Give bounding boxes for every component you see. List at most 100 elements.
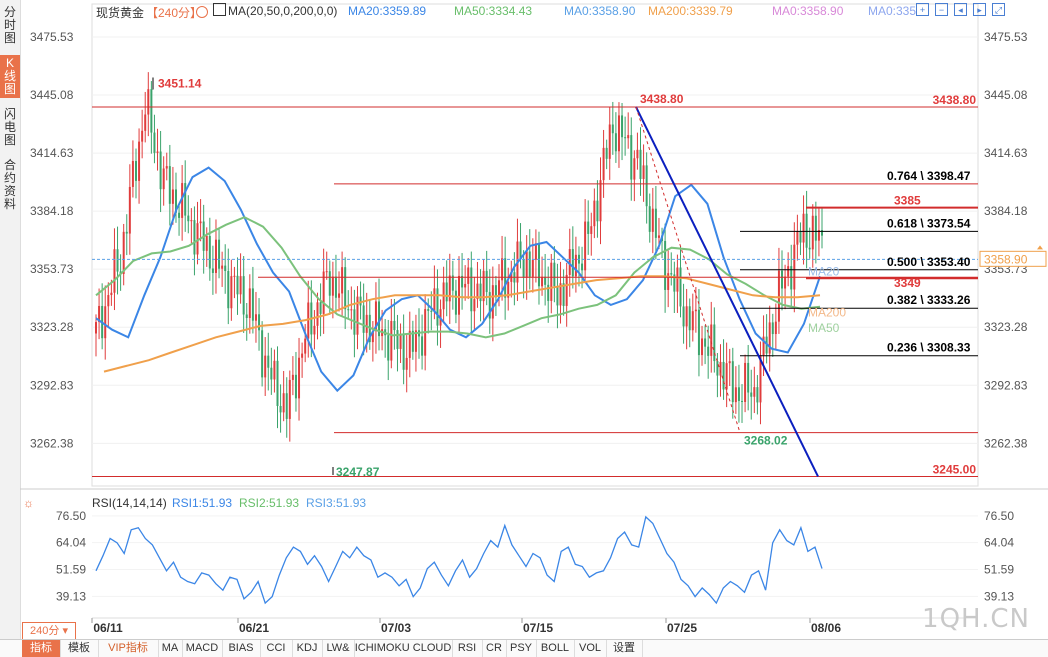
indicator-tab-14[interactable]: VOL: [574, 640, 607, 657]
scroll-left-icon[interactable]: ◂: [954, 3, 967, 16]
candle-body: [239, 276, 242, 295]
candle-body: [433, 288, 436, 311]
indicator-tab-4[interactable]: MACD: [182, 640, 223, 657]
candle-body: [679, 267, 682, 307]
candle-body: [581, 263, 584, 271]
y-tick-label-left: 3353.73: [30, 262, 74, 276]
candle-body: [491, 285, 494, 319]
candle-body: [584, 221, 587, 271]
candle-body: [537, 243, 540, 287]
candle-body: [651, 208, 654, 232]
y-tick-label-right: 3384.18: [984, 204, 1028, 218]
indicator-tab-0[interactable]: 指标: [22, 640, 61, 657]
candle-body: [451, 275, 454, 291]
candle-body: [153, 132, 156, 153]
sidebar-tab-3[interactable]: 合约资料: [0, 157, 20, 213]
indicator-tab-12[interactable]: PSY: [506, 640, 537, 657]
candle-body: [544, 276, 547, 285]
candle-body: [165, 166, 168, 169]
candle-body: [645, 165, 648, 207]
candle-body: [682, 306, 685, 327]
sidebar-tab-char: 闪: [3, 107, 16, 121]
indicator-tab-6[interactable]: CCI: [260, 640, 293, 657]
candle-body: [218, 239, 221, 269]
price-label-low-3247: 3247.87: [336, 465, 380, 479]
indicator-tab-7[interactable]: KDJ: [292, 640, 323, 657]
y-tick-label-left: 3475.53: [30, 30, 74, 44]
rsi-y-tick-right: 51.59: [984, 562, 1014, 576]
x-tick-label: 07/15: [523, 621, 553, 635]
ma-value-3: MA200:3339.79: [648, 4, 733, 18]
candle-body: [762, 336, 765, 356]
candle-body: [193, 220, 196, 255]
add-indicator-icon[interactable]: [196, 6, 208, 18]
period-selector[interactable]: 240分 ▾: [22, 622, 76, 640]
candle-body: [787, 266, 790, 277]
indicator-tab-1[interactable]: 模板: [60, 640, 99, 657]
candle-body: [150, 89, 153, 133]
candle-body: [636, 149, 639, 159]
candle-body: [771, 322, 774, 335]
ma-value-5: MA0:335: [868, 4, 917, 18]
price-label-low-3268: 3268.02: [744, 434, 788, 448]
candle-body: [814, 215, 817, 241]
candle-body: [254, 314, 257, 321]
candle-body: [556, 286, 559, 306]
candle-body: [454, 290, 457, 315]
candle-body: [507, 281, 510, 298]
candle-body: [497, 280, 500, 298]
indicator-tab-3[interactable]: MA: [158, 640, 183, 657]
candle-body: [470, 267, 473, 312]
candle-body: [534, 243, 537, 260]
rsi-y-tick-left: 39.13: [56, 589, 86, 603]
indicator-tab-2[interactable]: VIP指标: [98, 640, 159, 657]
rsi-settings-icon[interactable]: ☼: [23, 496, 34, 510]
ma-line-ma50: [95, 216, 821, 339]
candle-body: [279, 405, 282, 413]
candle-body: [747, 362, 750, 393]
candle-body: [756, 387, 759, 403]
period-label[interactable]: 【240分】: [146, 6, 203, 20]
candle-body: [501, 258, 504, 281]
candle-body: [162, 168, 165, 190]
candle-body: [248, 288, 251, 319]
ma-line-ma200: [103, 275, 821, 373]
candle-body: [159, 151, 162, 190]
candle-body: [122, 231, 125, 274]
indicator-tab-13[interactable]: BOLL: [536, 640, 575, 657]
candle-body: [285, 393, 288, 419]
indicator-tab-5[interactable]: BIAS: [222, 640, 261, 657]
candle-body: [387, 335, 390, 361]
sidebar-tab-0[interactable]: 分时图: [0, 4, 20, 47]
candle-body: [808, 247, 811, 250]
swing-dashed-line: [635, 106, 741, 433]
indicator-tab-15[interactable]: 设置: [606, 640, 643, 657]
indicator-tab-11[interactable]: CR: [482, 640, 507, 657]
candle-body: [258, 314, 261, 331]
candle-body: [458, 275, 460, 315]
y-tick-label-left: 3292.83: [30, 378, 74, 392]
candle-body: [559, 283, 562, 306]
candle-body: [633, 158, 636, 180]
sidebar-tab-2[interactable]: 闪电图: [0, 106, 20, 149]
zoom-out-icon[interactable]: −: [935, 3, 948, 16]
current-price-tag: [979, 250, 1047, 267]
candle-body: [821, 230, 823, 236]
candle-body: [304, 338, 307, 354]
candle-body: [796, 231, 799, 245]
indicator-tab-8[interactable]: LW&: [322, 640, 355, 657]
candle-body: [282, 393, 285, 413]
fullscreen-icon[interactable]: ⤢: [992, 3, 1005, 16]
candle-body: [725, 363, 728, 390]
scroll-right-icon[interactable]: ▸: [973, 3, 986, 16]
candle-body: [144, 114, 147, 131]
candle-body: [719, 361, 722, 376]
indicator-settings-icon[interactable]: [213, 3, 226, 16]
indicator-tab-9[interactable]: ICHIMOKU CLOUD: [354, 640, 453, 657]
candle-body: [359, 296, 362, 306]
zoom-in-icon[interactable]: +: [916, 3, 929, 16]
ma50-tag: MA50: [808, 321, 840, 335]
indicator-tab-10[interactable]: RSI: [452, 640, 483, 657]
